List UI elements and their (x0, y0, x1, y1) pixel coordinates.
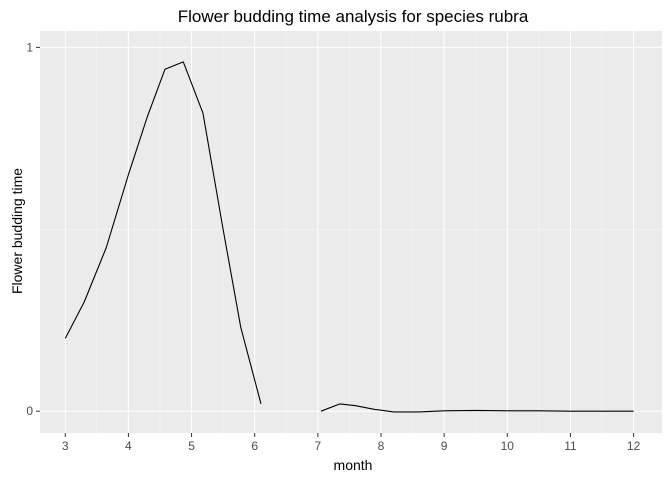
x-tick-label: 3 (62, 439, 69, 453)
series-line-segment (320, 403, 634, 413)
gridlines (40, 31, 662, 433)
x-tick-label: 8 (378, 439, 385, 453)
x-tick-label: 4 (125, 439, 132, 453)
data-lines (64, 61, 634, 413)
plot-panel (40, 31, 662, 433)
x-tick-label: 7 (315, 439, 322, 453)
panel-background (40, 31, 662, 433)
axes: 3 4 5 6 7 8 9 10 11 12 0 1 (26, 40, 640, 453)
y-tick-label: 1 (26, 40, 33, 54)
series-line-segment (64, 61, 262, 405)
chart-title: Flower budding time analysis for species… (178, 7, 529, 26)
x-tick-label: 5 (188, 439, 195, 453)
x-tick-label: 11 (564, 439, 577, 453)
y-tick-label: 0 (26, 404, 33, 418)
x-tick-label: 12 (627, 439, 641, 453)
y-axis-title: Flower budding time (9, 168, 25, 294)
x-tick-label: 10 (501, 439, 515, 453)
x-tick-label: 9 (441, 439, 448, 453)
x-axis-title: month (334, 457, 373, 473)
x-tick-label: 6 (251, 439, 258, 453)
